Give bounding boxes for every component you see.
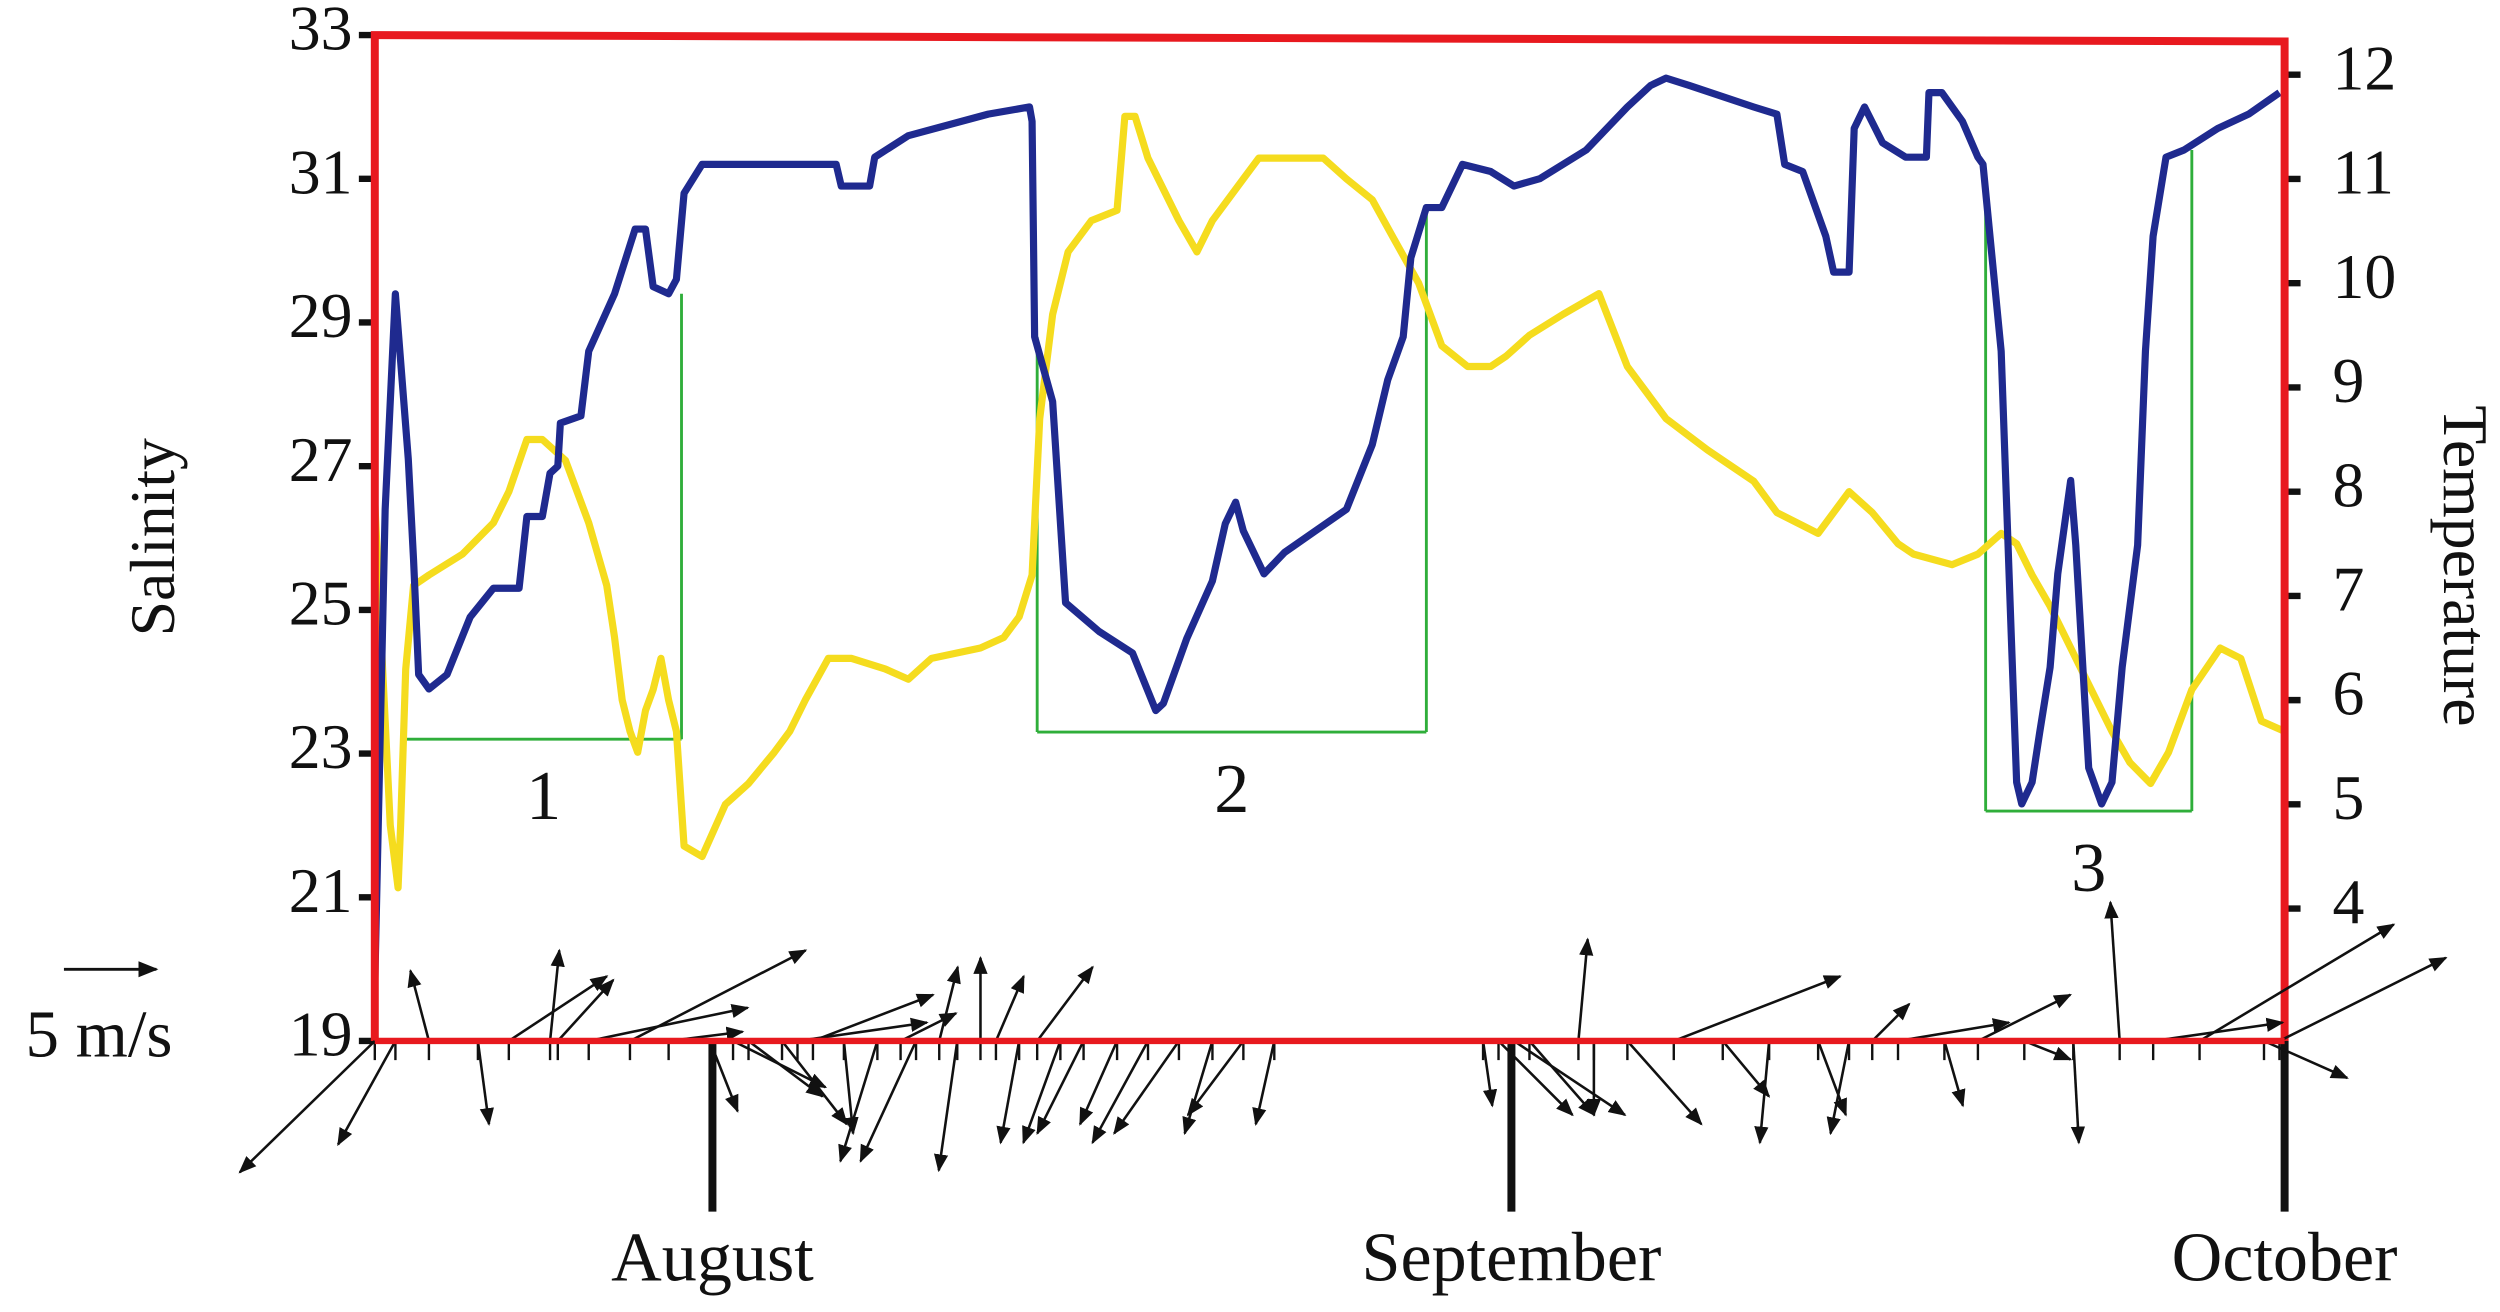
wind-arrow — [996, 1040, 1021, 1145]
wind-arrow — [476, 1040, 494, 1126]
y2-tick-label: 10 — [2332, 241, 2396, 312]
wind-arrow — [1252, 1040, 1276, 1126]
wind-arrow — [2263, 1039, 2349, 1080]
wind-arrow — [2278, 956, 2448, 1043]
event-label: 1 — [526, 757, 561, 835]
wind-arrow — [1816, 1040, 1848, 1117]
wind-arrow — [1497, 1040, 1574, 1117]
y-tick-label: 31 — [289, 136, 353, 207]
wind-arrow — [2104, 900, 2121, 1042]
wind-arrow — [1754, 1040, 1771, 1145]
y-tick-label: 21 — [289, 855, 353, 926]
event-label: 2 — [1214, 750, 1249, 828]
wind-arrow — [708, 1040, 739, 1113]
frame — [370, 31, 2289, 1041]
wind-arrow — [781, 1040, 848, 1126]
y-axis-title: Salinity — [117, 438, 188, 636]
wind-arrow — [238, 1040, 376, 1174]
wind-arrow — [1481, 1040, 1498, 1108]
y-tick-label: 23 — [289, 711, 353, 782]
wind-arrow — [508, 975, 609, 1043]
wind-arrow — [1078, 1040, 1119, 1126]
wind-arrow — [1022, 1040, 1062, 1145]
wind-arrow — [1528, 1040, 1596, 1117]
wind-arrow — [838, 1040, 879, 1163]
wind-arrow — [407, 968, 431, 1042]
wind-arrow — [1673, 975, 1842, 1043]
y2-tick-label: 11 — [2332, 137, 2393, 208]
wind-arrow — [747, 1039, 824, 1098]
wind-arrow — [1036, 965, 1094, 1042]
wind-arrow — [629, 949, 808, 1043]
wind-arrow — [1513, 1039, 1627, 1117]
y2-tick-label: 8 — [2332, 449, 2364, 520]
wind-arrow — [336, 1040, 397, 1147]
wind-arrow — [1977, 993, 2072, 1043]
y-tick-label: 19 — [289, 999, 353, 1070]
wind-scale-label: 5 m/s — [26, 997, 173, 1071]
y2-tick-label: 7 — [2332, 554, 2364, 625]
wind-arrow — [1721, 1040, 1771, 1098]
x-tick-label: October — [2172, 1218, 2398, 1296]
wind-arrow — [556, 978, 615, 1042]
wind-arrow — [842, 1040, 859, 1136]
y2-tick-label: 9 — [2332, 345, 2364, 416]
y-tick-label: 27 — [289, 424, 353, 495]
wind-arrow — [1182, 1040, 1214, 1136]
wind-arrow — [900, 1012, 958, 1043]
wind-arrow — [812, 993, 935, 1043]
wind-arrow — [2198, 923, 2396, 1043]
wind-arrow — [1113, 1040, 1180, 1135]
series-line — [371, 112, 2287, 892]
y2-tick-label: 5 — [2332, 762, 2364, 833]
wind-arrow — [994, 974, 1025, 1042]
wind-arrow — [933, 1040, 959, 1173]
y2-tick-label: 6 — [2332, 658, 2364, 729]
series-line — [371, 74, 2282, 984]
wind-arrow — [1036, 1040, 1085, 1136]
wind-arrow — [1826, 1040, 1851, 1136]
x-tick-label: August — [611, 1218, 814, 1296]
wind-arrow — [548, 948, 565, 1042]
wind-arrow — [1943, 1040, 1966, 1108]
wind-arrow — [859, 1040, 918, 1163]
wind-arrow — [1091, 1040, 1150, 1145]
y2-tick-label: 4 — [2332, 866, 2364, 937]
wind-arrow — [2070, 1040, 2086, 1145]
x-tick-label: September — [1361, 1218, 1661, 1296]
wind-arrow — [588, 1004, 750, 1043]
y-tick-label: 25 — [289, 568, 353, 639]
y2-tick-label: 12 — [2332, 32, 2396, 103]
y-tick-label: 33 — [289, 0, 353, 64]
wind-arrow — [1186, 1040, 1245, 1117]
wind-arrow — [1871, 1002, 1911, 1042]
wind-arrow — [938, 965, 961, 1042]
event-label: 3 — [2071, 829, 2106, 907]
wind-arrow — [1626, 1040, 1703, 1126]
wind-arrow — [1577, 937, 1594, 1042]
y-tick-label: 29 — [289, 280, 353, 351]
y2-axis-title: Temperature — [2430, 405, 2500, 726]
